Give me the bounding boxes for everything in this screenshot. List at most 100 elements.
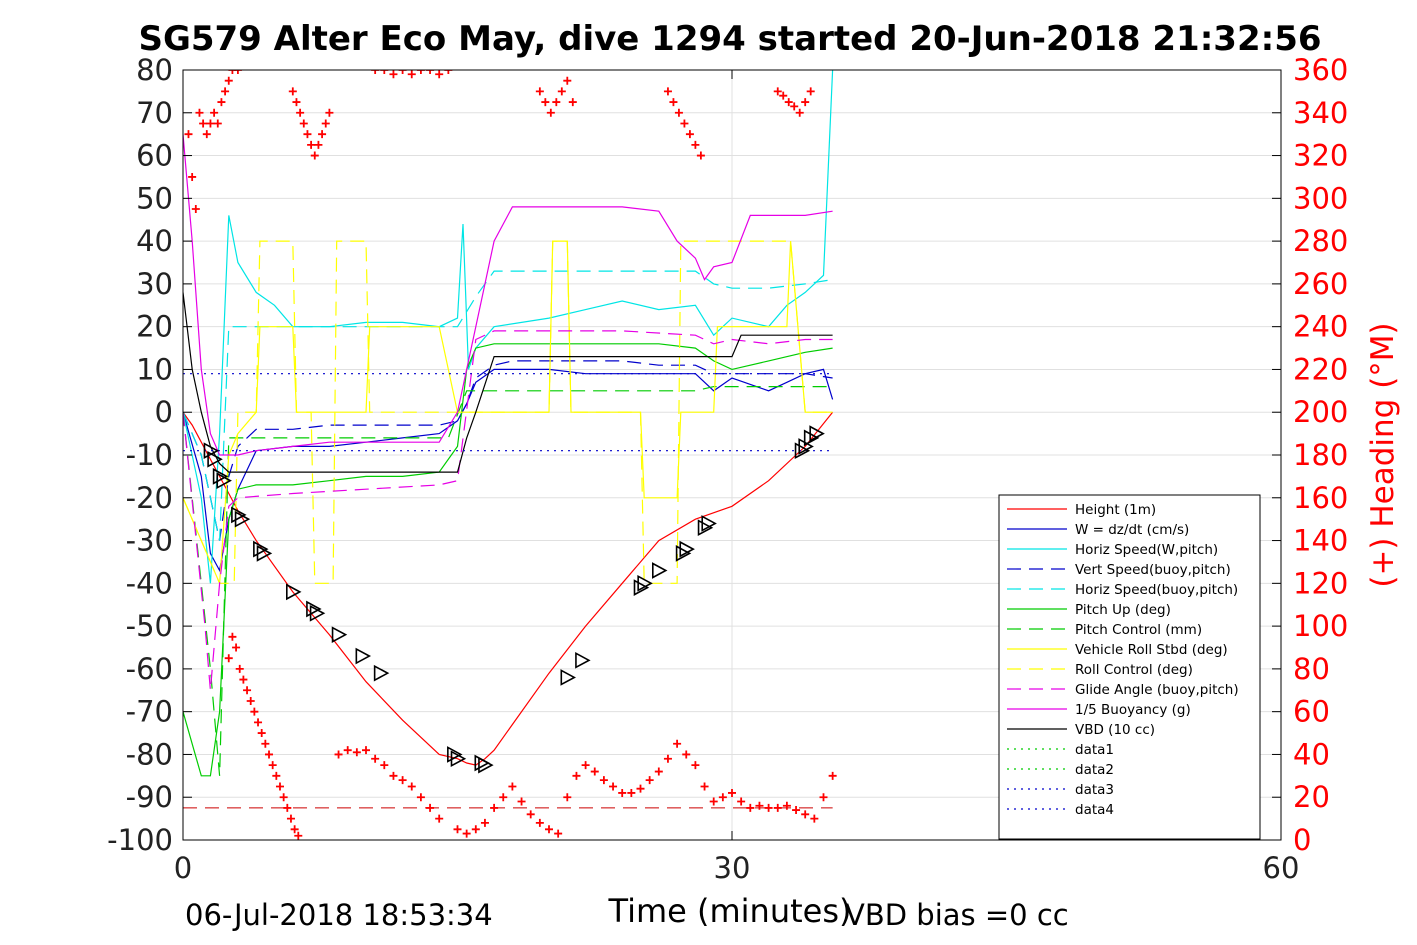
heading-point: [782, 801, 791, 810]
heading-point: [541, 98, 550, 107]
y-tick-label: -20: [126, 481, 173, 515]
heading-point: [563, 793, 572, 802]
heading-point: [784, 98, 793, 107]
depth-marker: [231, 506, 247, 524]
depth-marker: [355, 647, 372, 665]
depth-marker: [560, 669, 576, 686]
timestamp-label: 06-Jul-2018 18:53:34: [185, 898, 493, 932]
heading-point: [792, 806, 801, 815]
heading-point: [343, 746, 352, 755]
y2-tick-label: 40: [1293, 737, 1330, 771]
heading-point: [261, 739, 270, 748]
legend: Height (1m) W = dz/dt (cm/s) Horiz Speed(W…: [998, 494, 1261, 840]
heading-point: [590, 767, 599, 776]
heading-point: [243, 686, 252, 695]
heading-point: [299, 119, 308, 128]
heading-point: [314, 140, 323, 149]
heading-point: [371, 70, 380, 74]
heading-point: [545, 825, 553, 834]
heading-point: [398, 70, 407, 74]
heading-point: [508, 782, 517, 791]
heading-point: [294, 831, 303, 840]
heading-point: [310, 151, 319, 160]
heading-point: [499, 793, 508, 802]
y-tick-label: -80: [126, 737, 173, 771]
depth-marker: [478, 756, 494, 774]
legend-label: data3: [1075, 782, 1114, 798]
heading-point: [232, 643, 241, 652]
heading-point: [680, 119, 689, 128]
legend-label: data2: [1075, 762, 1114, 778]
heading-point: [444, 70, 453, 74]
series-line-9: [183, 330, 833, 691]
legend-label: W = dz/dt (cm/s): [1075, 522, 1189, 538]
heading-point: [453, 825, 462, 834]
heading-point: [290, 825, 299, 834]
y-tick-label: -90: [126, 780, 173, 814]
heading-point: [773, 803, 782, 812]
heading-point: [737, 797, 746, 806]
heading-point: [380, 761, 389, 770]
y2-tick-label: 240: [1293, 310, 1348, 344]
ticks: 80706050403020100-10-20-30-40-50-60-70-8…: [107, 53, 1348, 885]
heading-point: [257, 729, 266, 738]
depth-marker: [309, 604, 326, 622]
series-line-10: [183, 134, 833, 456]
heading-point: [764, 803, 773, 812]
depth-marker: [633, 579, 650, 596]
heading-point: [318, 130, 327, 139]
heading-point: [691, 761, 700, 770]
heading-point: [426, 70, 435, 74]
heading-point: [334, 750, 343, 759]
y2-tick-label: 100: [1293, 609, 1348, 643]
depth-marker: [679, 540, 695, 558]
series-line-11: [183, 292, 833, 473]
heading-point: [806, 87, 815, 96]
heading-point: [283, 803, 292, 812]
heading-point: [228, 632, 237, 641]
heading-point: [801, 98, 810, 107]
heading-point: [279, 793, 288, 802]
depth-marker: [675, 545, 692, 562]
plot-area: [183, 70, 837, 840]
heading-point: [779, 91, 788, 100]
heading-point: [700, 782, 709, 791]
heading-point: [362, 746, 370, 755]
heading-point: [618, 788, 627, 797]
heading-point: [275, 782, 284, 791]
depth-marker: [803, 429, 820, 447]
heading-point: [581, 761, 590, 770]
y2-tick-label: 300: [1293, 181, 1348, 215]
depth-marker: [216, 472, 232, 490]
heading-point: [718, 793, 727, 802]
heading-point: [296, 108, 305, 117]
heading-point: [636, 784, 645, 793]
y-tick-label: -40: [126, 566, 173, 600]
heading-point: [746, 803, 755, 812]
y-tick-label: -50: [126, 609, 173, 643]
heading-point: [828, 771, 837, 780]
heading-point: [325, 108, 334, 117]
heading-point: [572, 771, 581, 780]
y2-tick-label: 340: [1293, 96, 1348, 130]
y2-tick-label: 360: [1293, 53, 1348, 87]
heading-point: [685, 130, 694, 139]
heading-point: [654, 767, 663, 776]
y2-tick-label: 220: [1293, 352, 1348, 386]
heading-point: [199, 119, 208, 128]
heading-point: [398, 776, 407, 785]
legend-label: data1: [1075, 742, 1114, 758]
y-tick-label: -30: [126, 524, 173, 558]
legend-box: [998, 494, 1261, 840]
heading-point: [224, 76, 233, 85]
heading-point: [321, 119, 330, 128]
heading-point: [557, 87, 566, 96]
y2-tick-label: 200: [1293, 395, 1348, 429]
heading-point: [224, 654, 233, 663]
series-line-5: [183, 343, 833, 777]
heading-point: [568, 98, 577, 107]
heading-point: [673, 739, 682, 748]
heading-point: [389, 771, 398, 780]
heading-point: [674, 108, 683, 117]
